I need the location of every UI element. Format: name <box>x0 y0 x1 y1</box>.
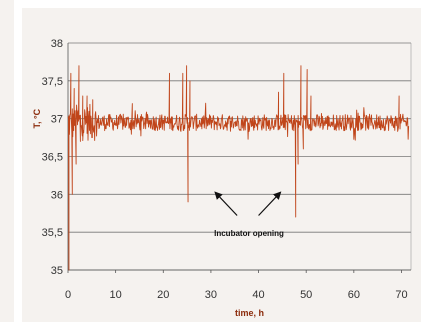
temperature-series-line <box>67 65 410 271</box>
y-tick-label: 35,5 <box>42 227 63 239</box>
x-tick-label: 70 <box>395 289 407 301</box>
x-tick-label: 50 <box>300 289 312 301</box>
y-axis-title: T, °C <box>32 108 42 128</box>
annotation-group: Incubator opening <box>214 191 284 238</box>
x-tick-label: 10 <box>110 289 122 301</box>
y-tick-labels: 35 35,5 36 36,5 37 37,5 38 <box>42 38 63 277</box>
y-tick-label: 38 <box>51 38 63 50</box>
x-tick-label: 30 <box>205 289 217 301</box>
y-tick-label: 37 <box>51 114 63 126</box>
x-tick-labels: 0 10 20 30 40 50 60 70 <box>65 270 408 301</box>
y-tick-label: 36 <box>51 189 63 201</box>
y-tick-label: 37,5 <box>42 76 63 88</box>
series-layer <box>67 65 410 271</box>
x-tick-label: 0 <box>65 289 71 301</box>
x-axis-title: time, h <box>235 308 264 318</box>
x-tick-label: 40 <box>252 289 264 301</box>
chart-background <box>22 8 421 322</box>
x-tick-label: 20 <box>157 289 169 301</box>
annotation-arrow <box>258 191 282 216</box>
y-tick-label: 36,5 <box>42 152 63 164</box>
annotation-arrow <box>214 191 238 216</box>
y-tick-label: 35 <box>51 265 63 277</box>
x-tick-label: 60 <box>348 289 360 301</box>
annotation-label: Incubator opening <box>214 229 284 238</box>
